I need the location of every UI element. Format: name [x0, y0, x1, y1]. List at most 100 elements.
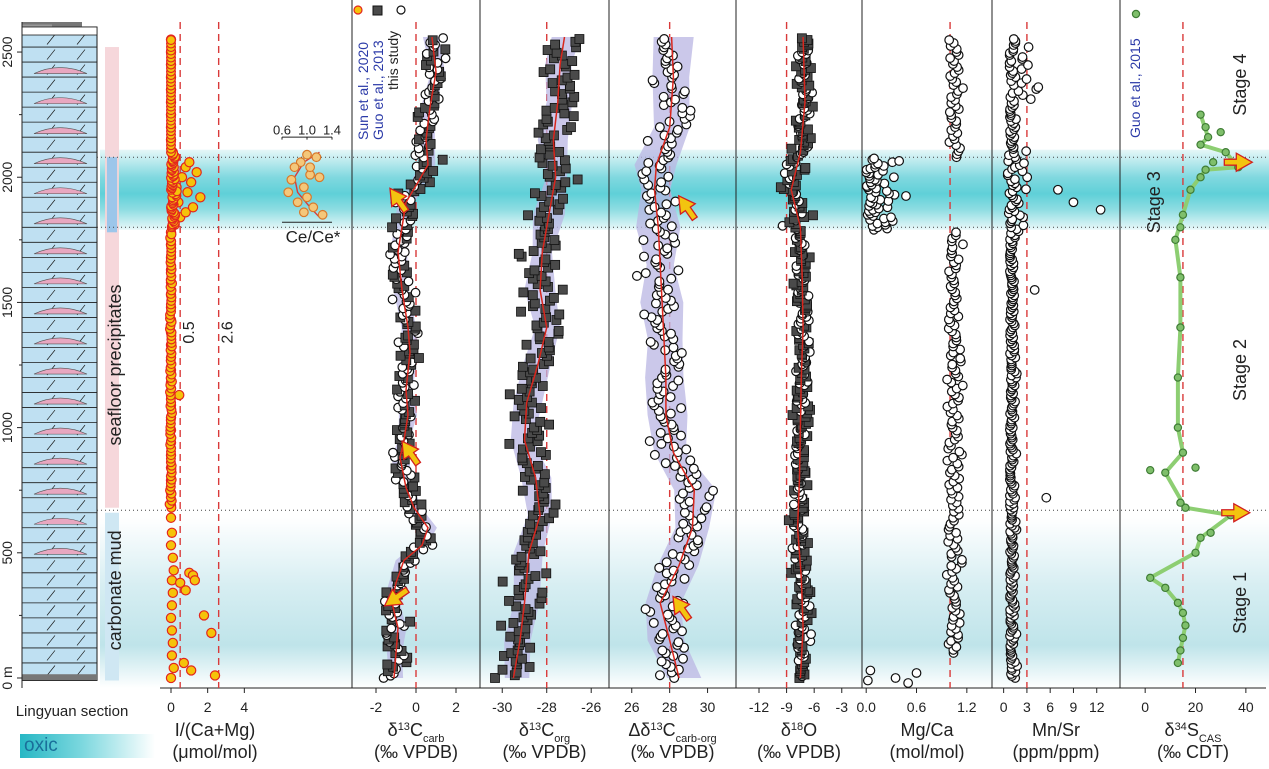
lithology-lens: [33, 187, 88, 195]
lithology-mark: [46, 560, 56, 571]
lithology-lens: [33, 337, 88, 345]
dd13c-point: [645, 336, 656, 347]
ce-point: [298, 207, 309, 218]
x-tick-label: -12: [749, 699, 769, 715]
lithology-label: seafloor precipitates: [105, 284, 125, 445]
org-point-square: [569, 91, 580, 102]
mnsr-point: [1017, 52, 1028, 62]
dd13c-point: [676, 430, 687, 441]
icm-point: [166, 527, 178, 538]
x-tick-label: 0: [412, 699, 420, 715]
dd13c-point: [650, 298, 661, 309]
lithology-mark: [76, 49, 86, 60]
stage-label: Stage 4: [1230, 54, 1250, 116]
org-point-square: [497, 664, 508, 675]
mnsr-point: [1033, 82, 1044, 92]
trend-arrow-shape: [1223, 152, 1254, 173]
lithology-mark: [46, 575, 56, 586]
d34s-point: [1186, 185, 1195, 194]
dd13c-point: [661, 199, 672, 210]
mnsr-point: [1021, 146, 1032, 157]
icm-point: [189, 575, 201, 586]
d18o-point-circle: [788, 499, 799, 510]
dd13c-point: [639, 309, 650, 320]
lithology-mark: [76, 79, 86, 90]
trend-arrow-shape: [672, 595, 693, 622]
org-point-square: [544, 196, 555, 207]
lithology-lens: [33, 97, 88, 104]
lithology-mark: [46, 79, 56, 90]
mnsr-point: [1025, 94, 1036, 105]
org-point-square: [528, 510, 538, 521]
x-tick-label: 40: [1238, 699, 1254, 715]
org-point-square: [534, 152, 545, 163]
dd13c-point: [640, 604, 651, 615]
d34s-point: [1191, 548, 1200, 557]
dd13c-point: [649, 449, 660, 460]
icm-point: [185, 665, 197, 676]
x-tick-label: 0: [1141, 699, 1149, 715]
x-axis-label: Mn/Sr: [1032, 720, 1080, 740]
org-point-square: [508, 618, 519, 628]
lithology-mark: [76, 590, 86, 601]
carb-point-square: [416, 499, 427, 510]
x-tick-label: -6: [808, 699, 821, 715]
dd13c-point: [696, 513, 707, 524]
icm-point: [182, 187, 193, 198]
icm-point: [165, 512, 177, 523]
lithology-mark: [46, 650, 56, 661]
ce-point: [317, 209, 328, 220]
icm-point: [165, 612, 177, 624]
dd13c-point: [663, 171, 674, 182]
lithology-mark: [76, 439, 86, 451]
org-point-square: [527, 290, 538, 301]
org-point-square: [511, 601, 522, 612]
lithology-mark: [46, 635, 56, 646]
dd13c-curve: [653, 36, 696, 679]
org-point-square: [539, 202, 549, 212]
dd13c-point: [708, 485, 719, 496]
x-tick-label: 9: [1070, 699, 1078, 715]
ce-point: [302, 149, 312, 160]
ce-tick-label: 1.0: [298, 123, 316, 138]
icm-point: [167, 637, 179, 649]
mnsr-point: [1021, 74, 1032, 84]
trend-arrow: [383, 586, 411, 607]
icm-point: [174, 389, 185, 401]
dd13c-point: [677, 653, 688, 664]
dd13c-point: [672, 61, 683, 72]
carb-point-square: [387, 222, 397, 233]
x-tick-label: -30: [492, 699, 512, 715]
mgca-point: [942, 374, 953, 385]
org-point-square: [568, 111, 579, 122]
lithology-lens: [33, 127, 88, 134]
dd13c-point: [654, 562, 665, 573]
dd13c-point: [668, 232, 679, 243]
dd13c-point: [673, 375, 684, 386]
lithology-mark: [76, 650, 86, 661]
org-point-square: [517, 653, 527, 664]
org-point-square: [532, 461, 543, 471]
trend-arrow-shape: [389, 187, 410, 214]
oxic-legend-swatch: [20, 734, 155, 758]
lithology-column: [21, 26, 98, 681]
lithology-lens: [33, 157, 88, 165]
lithology-mark: [76, 575, 86, 586]
mgca-point: [944, 107, 955, 118]
carb-point-square: [410, 305, 421, 316]
lithology-mark: [76, 319, 86, 331]
org-point-square: [525, 518, 535, 529]
icm-point: [206, 627, 217, 639]
lithology-mark: [76, 169, 86, 180]
legend-source-guo2015: Guo et al., 2015: [1127, 38, 1143, 138]
carb-point-square: [440, 44, 451, 55]
mgca-point: [890, 673, 901, 683]
x-tick-label: 0: [1000, 699, 1008, 715]
d18o-point-square: [775, 182, 786, 193]
lithology-mark: [46, 590, 56, 601]
lithology-mark: [76, 605, 86, 616]
icm-point: [191, 167, 202, 178]
org-point-square: [551, 47, 562, 58]
dd13c-point: [672, 124, 683, 135]
